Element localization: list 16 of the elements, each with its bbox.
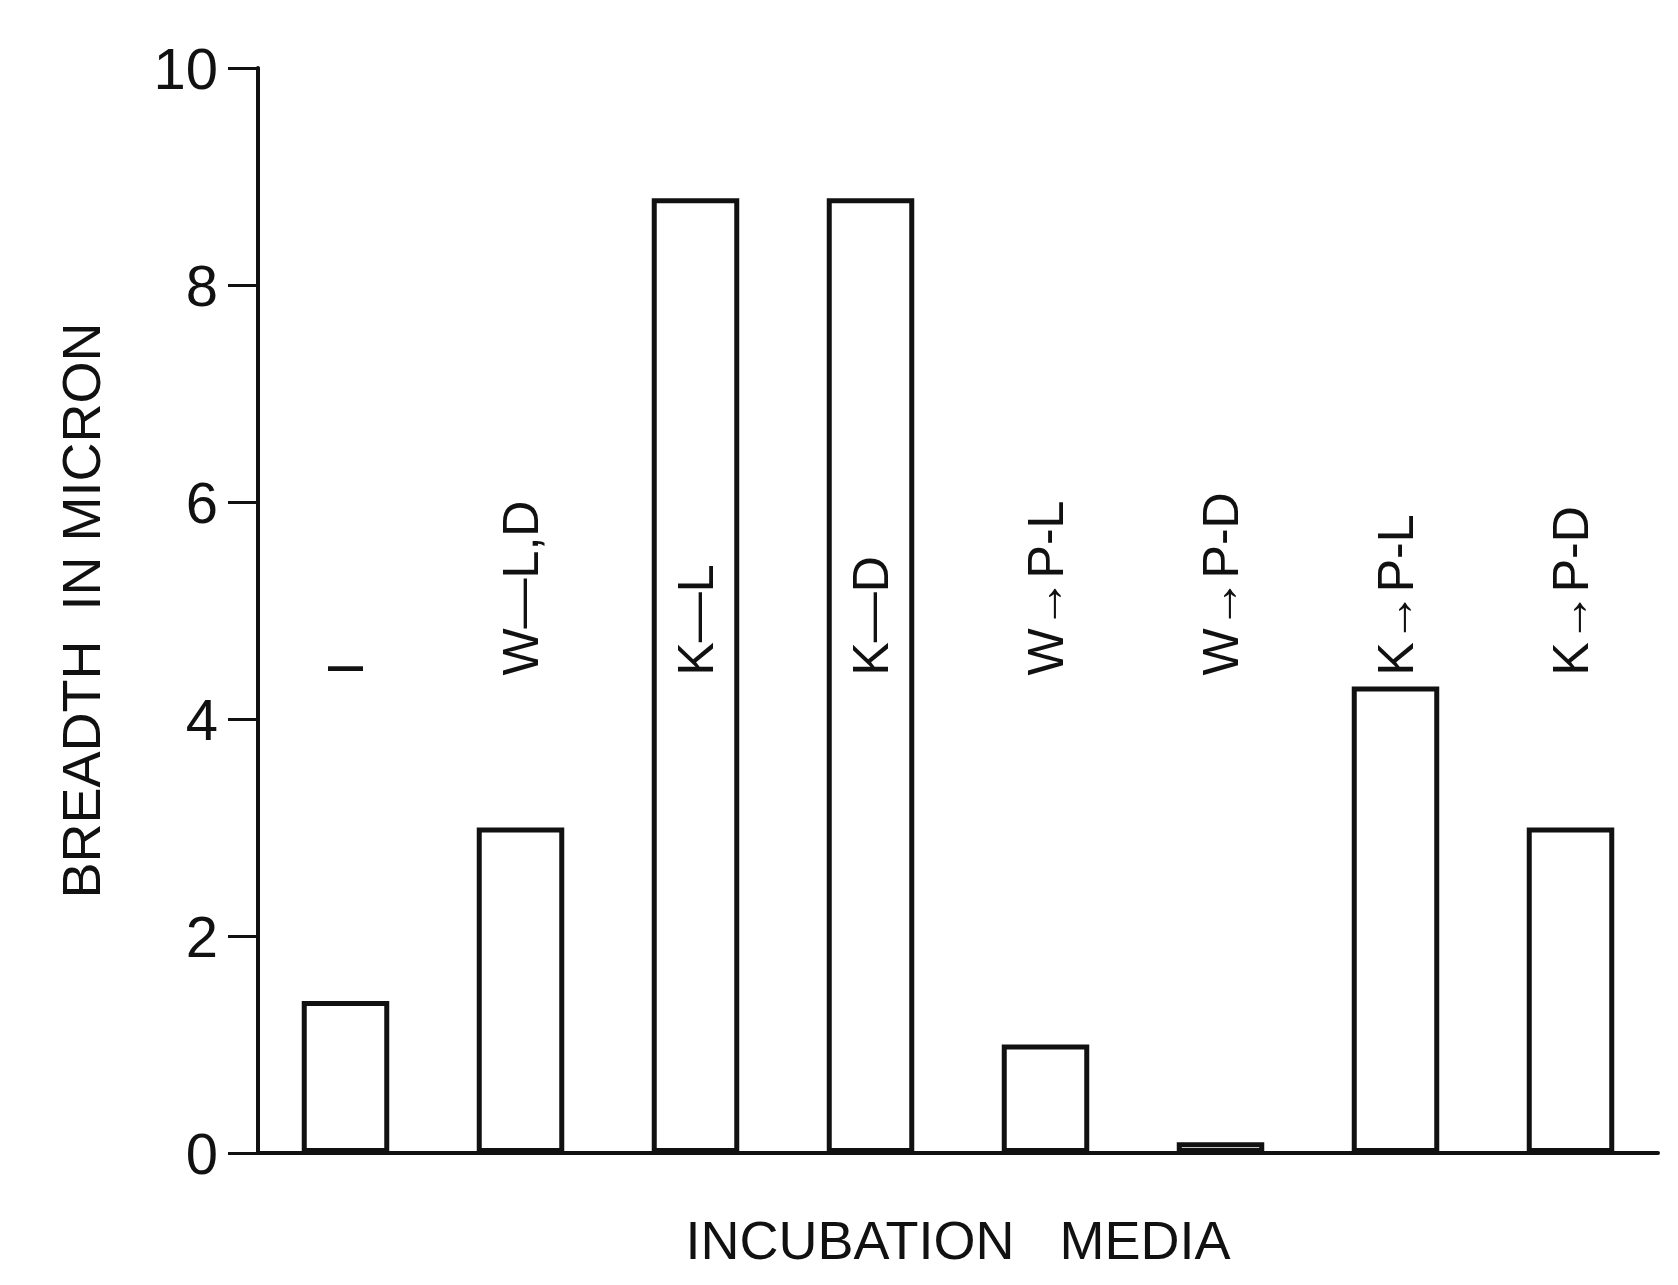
x-tick-label: W—L,D <box>492 500 549 676</box>
y-tick-label: 6 <box>185 469 218 535</box>
x-axis-title: INCUBATION MEDIA <box>685 1210 1231 1270</box>
x-tick-label: W→P-L <box>1017 500 1074 676</box>
x-tick-label: W→P-D <box>1192 492 1249 676</box>
y-tick-label: 2 <box>185 903 218 969</box>
y-tick-label: 4 <box>185 686 218 752</box>
x-tick-label: K—L <box>667 564 724 676</box>
y-tick-label: 8 <box>185 252 218 318</box>
y-axis-title: BREADTH IN MICRON <box>51 322 111 899</box>
x-tick-label: K—D <box>842 556 899 676</box>
x-tick-label: I <box>317 661 374 676</box>
y-tick-label: 0 <box>185 1120 218 1186</box>
x-tick-label: K→P-D <box>1542 506 1599 676</box>
x-tick-label: K→P-L <box>1367 514 1424 676</box>
y-tick-label: 10 <box>153 35 218 101</box>
